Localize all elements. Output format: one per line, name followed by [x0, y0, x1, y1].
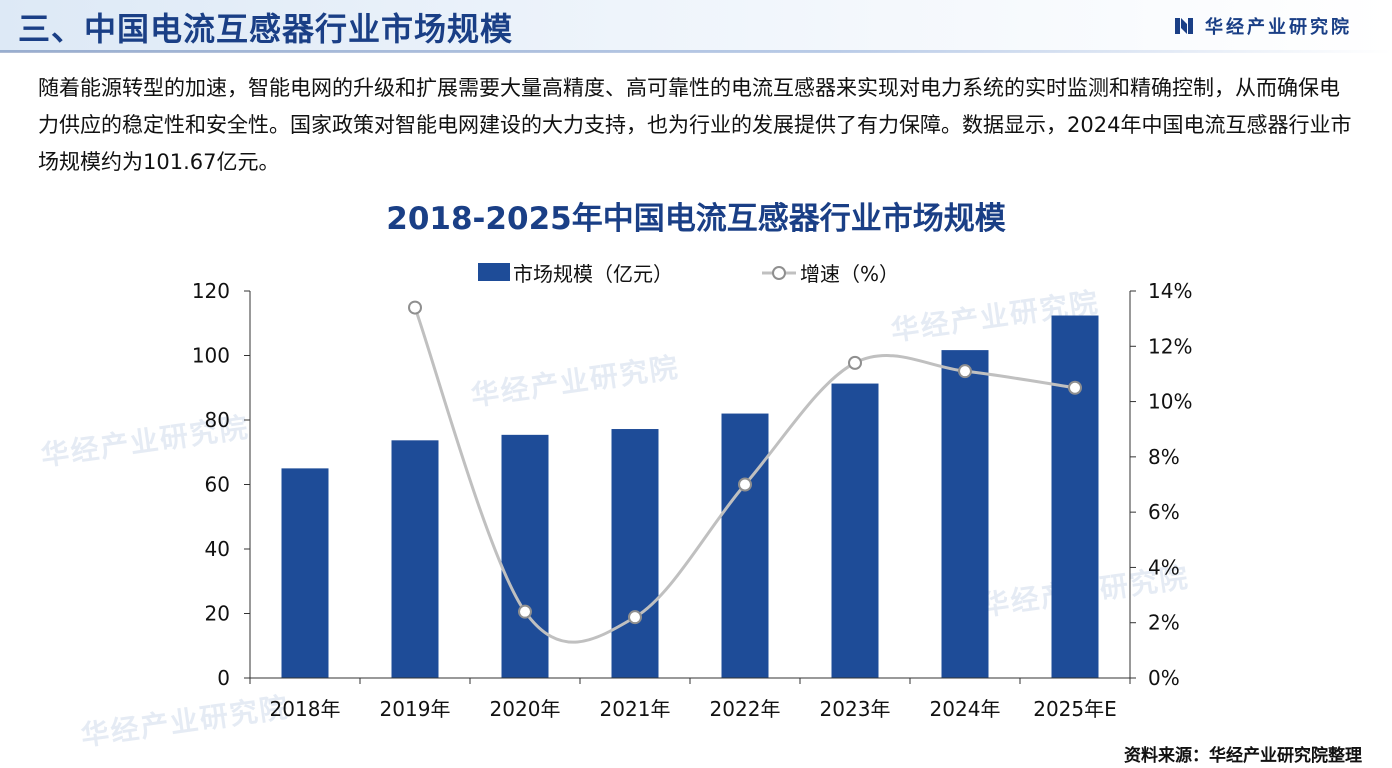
left-tick-label: 40 — [205, 537, 230, 561]
bar-5 — [831, 383, 879, 678]
growth-point-3 — [628, 610, 642, 625]
page-title: 三、中国电流互感器行业市场规模 — [18, 10, 514, 48]
x-tick-label: 2020年 — [490, 697, 561, 721]
growth-point-1 — [408, 300, 422, 315]
right-tick-label: 6% — [1148, 500, 1180, 524]
right-tick-label: 2% — [1148, 611, 1180, 635]
right-tick-label: 8% — [1148, 445, 1180, 469]
growth-point-4 — [738, 477, 752, 492]
bar-1 — [391, 440, 439, 678]
bar-7 — [1051, 315, 1099, 678]
x-tick-label: 2025年E — [1033, 697, 1117, 721]
right-tick-label: 12% — [1148, 334, 1192, 358]
right-tick-label: 14% — [1148, 279, 1192, 303]
right-tick-label: 10% — [1148, 390, 1192, 414]
legend: 市场规模（亿元） 增速（%） — [478, 262, 899, 286]
x-tick-label: 2019年 — [380, 697, 451, 721]
chart-title: 2018-2025年中国电流互感器行业市场规模 — [386, 201, 1006, 237]
growth-point-7 — [1068, 380, 1082, 395]
bar-6 — [941, 350, 989, 678]
left-tick-label: 60 — [205, 473, 230, 497]
left-tick-label: 0 — [217, 666, 230, 690]
right-tick-label: 4% — [1148, 555, 1180, 579]
left-tick-label: 80 — [205, 408, 230, 432]
growth-line — [413, 307, 1076, 644]
header-divider — [0, 50, 1392, 53]
bar-3 — [611, 429, 659, 678]
right-tick-label: 0% — [1148, 666, 1180, 690]
brand: 华经产业研究院 — [1173, 13, 1352, 39]
growth-point-5 — [848, 355, 862, 370]
legend-label-bar: 市场规模（亿元） — [513, 262, 673, 286]
left-tick-label: 100 — [192, 344, 230, 368]
header-band: 三、中国电流互感器行业市场规模 华经产业研究院 — [0, 0, 1392, 53]
intro-paragraph: 随着能源转型的加速，智能电网的升级和扩展需要大量高精度、高可靠性的电流互感器来实… — [38, 76, 1352, 174]
brand-logo-icon — [1175, 18, 1193, 34]
x-tick-label: 2024年 — [930, 697, 1001, 721]
brand-name: 华经产业研究院 — [1205, 17, 1352, 38]
x-tick-label: 2022年 — [710, 697, 781, 721]
bar-0 — [281, 468, 329, 678]
left-tick-label: 20 — [205, 602, 230, 626]
legend-swatch-marker — [772, 266, 786, 280]
bar-2 — [501, 434, 549, 678]
growth-point-2 — [518, 604, 532, 619]
left-tick-label: 120 — [192, 279, 230, 303]
legend-label-line: 增速（%） — [800, 262, 899, 286]
x-tick-label: 2021年 — [600, 697, 671, 721]
x-tick-label: 2023年 — [820, 697, 891, 721]
bar-4 — [721, 413, 769, 678]
legend-swatch-bar — [478, 263, 510, 281]
source-note: 资料来源：华经产业研究院整理 — [1124, 746, 1362, 766]
x-tick-label: 2018年 — [270, 697, 341, 721]
growth-point-6 — [958, 364, 972, 379]
